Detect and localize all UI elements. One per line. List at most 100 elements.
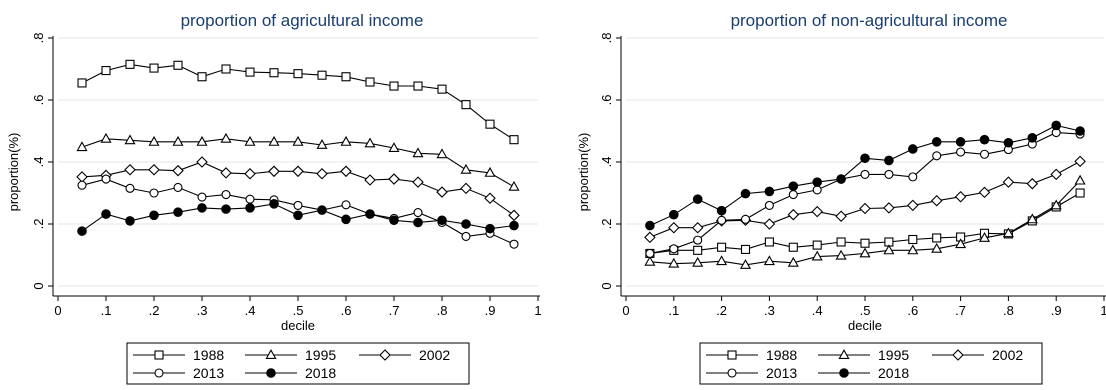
series-2018 — [77, 199, 519, 236]
data-point — [788, 190, 798, 200]
data-point — [268, 135, 280, 146]
data-point — [221, 190, 231, 200]
data-point — [669, 209, 679, 220]
data-point — [1075, 188, 1085, 198]
data-point — [484, 166, 496, 177]
data-point — [644, 231, 656, 244]
data-point — [717, 242, 727, 252]
data-point — [835, 249, 847, 260]
data-point — [979, 134, 990, 145]
data-point — [125, 216, 135, 226]
chart-title: proportion of non-agricultural income — [731, 11, 1008, 30]
data-point — [292, 165, 304, 178]
data-point — [76, 141, 88, 152]
data-point — [954, 190, 967, 203]
data-point — [835, 210, 847, 223]
data-point — [436, 148, 448, 159]
x-tick-label: .4 — [812, 303, 823, 318]
data-point — [220, 132, 232, 143]
data-point — [125, 59, 135, 69]
legend-box — [699, 342, 1043, 385]
series-line — [81, 138, 515, 188]
data-point — [149, 63, 159, 73]
data-point — [508, 180, 520, 191]
legend-label: 2002 — [419, 347, 450, 363]
data-point — [884, 155, 894, 166]
data-point — [955, 238, 967, 249]
data-point — [437, 84, 447, 94]
data-point — [77, 180, 87, 190]
data-point — [197, 192, 207, 202]
x-axis-label: decile — [848, 318, 882, 333]
data-point — [1027, 133, 1038, 143]
series-1995 — [644, 174, 1086, 269]
data-point — [717, 215, 727, 225]
data-point — [788, 181, 799, 191]
data-point — [1002, 176, 1015, 188]
legend-marker — [838, 349, 850, 359]
legend-label: 2002 — [992, 347, 1023, 363]
legend-marker — [839, 368, 849, 378]
x-tick-label: .7 — [389, 303, 400, 318]
legend-label: 2013 — [193, 365, 224, 381]
chart-panel-2: proportion of non-agricultural income 0 .2… — [576, 11, 1106, 385]
data-point — [1003, 137, 1014, 148]
data-point — [764, 237, 774, 247]
data-point — [245, 67, 255, 77]
data-point — [692, 256, 704, 267]
x-tick-label: .5 — [293, 303, 304, 318]
data-point — [173, 60, 183, 70]
x-tick-label: 0 — [54, 303, 61, 318]
data-point — [388, 142, 400, 152]
data-point — [173, 207, 183, 218]
data-point — [508, 209, 520, 222]
data-point — [1026, 177, 1039, 190]
series-2018 — [645, 120, 1085, 231]
data-point — [1075, 126, 1085, 136]
data-point — [978, 232, 991, 242]
data-point — [883, 244, 895, 255]
data-point — [125, 183, 135, 193]
data-point — [691, 221, 704, 234]
data-point — [1050, 168, 1062, 181]
data-point — [245, 203, 255, 213]
x-tick-label: .7 — [955, 303, 966, 318]
data-point — [364, 174, 376, 186]
data-point — [221, 64, 231, 74]
chart-panel-1: proportion of agricultural income 0 .2 .4 .6… — [6, 11, 542, 385]
data-point — [908, 172, 918, 182]
data-point — [836, 174, 846, 184]
data-point — [293, 210, 303, 221]
data-point — [645, 220, 655, 231]
data-point — [76, 171, 88, 183]
data-point — [931, 242, 943, 253]
data-point — [787, 256, 799, 267]
data-point — [859, 247, 871, 258]
data-point — [764, 186, 775, 197]
legend-marker — [266, 368, 276, 378]
data-point — [668, 257, 680, 268]
y-axis-label: proportion(%) — [576, 133, 591, 212]
x-tick-label: .4 — [245, 303, 256, 318]
data-point — [811, 250, 823, 261]
data-point — [740, 244, 751, 254]
data-point — [269, 68, 279, 78]
legend-label: 1995 — [878, 347, 909, 363]
data-point — [268, 165, 280, 178]
data-point — [812, 177, 823, 187]
data-point — [292, 135, 304, 146]
x-tick-label: .9 — [485, 303, 496, 318]
legend-marker — [727, 368, 737, 378]
data-point — [389, 81, 399, 91]
data-point — [172, 164, 184, 177]
series-1988 — [77, 59, 519, 145]
data-point — [317, 205, 327, 215]
data-point — [930, 194, 943, 207]
x-axis-label: decile — [281, 318, 315, 333]
data-point — [836, 237, 846, 247]
data-point — [148, 163, 160, 176]
legend-marker — [154, 350, 164, 360]
data-point — [716, 255, 728, 266]
